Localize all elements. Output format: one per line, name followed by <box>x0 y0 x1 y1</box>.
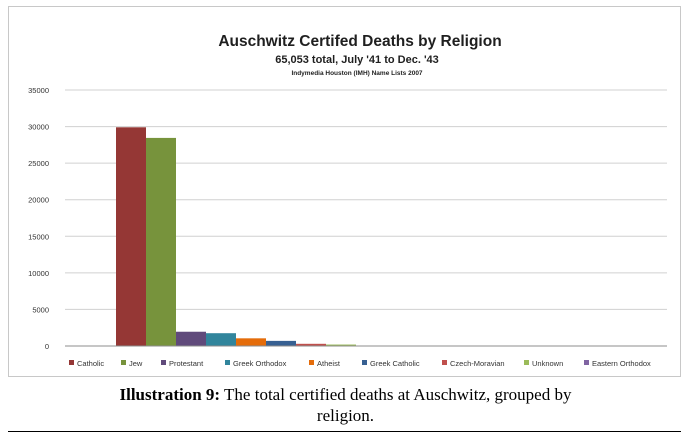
legend: Catholic Jew Protestant Greek Orthodox Athei… <box>69 359 651 368</box>
chart-title: Auschwitz Certifed Deaths by Religion <box>218 33 501 50</box>
legend-swatch <box>442 360 447 365</box>
chart-subtitle: 65,053 total, July '41 to Dec. '43 <box>275 54 439 66</box>
legend-swatch <box>309 360 314 365</box>
y-tick-label: 20000 <box>28 196 49 205</box>
legend-label: Greek Orthodox <box>233 359 287 368</box>
y-tick-label: 25000 <box>28 159 49 168</box>
caption-text-1: The total certified deaths at Auschwitz,… <box>220 385 572 404</box>
chart-frame: Auschwitz Certifed Deaths by Religion 65… <box>8 6 681 377</box>
legend-label: Greek Catholic <box>370 359 420 368</box>
chart-svg: Auschwitz Certifed Deaths by Religion 65… <box>28 33 667 368</box>
legend-label: Eastern Orthodox <box>592 359 651 368</box>
bars <box>116 127 386 346</box>
bar-greek-catholic <box>266 340 296 346</box>
caption-label: Illustration 9: <box>119 385 221 404</box>
caption-rule <box>8 431 681 432</box>
legend-swatch <box>161 360 166 365</box>
y-tick-label: 0 <box>45 342 49 351</box>
caption-line-1: Illustration 9: The total certified deat… <box>0 384 691 405</box>
legend-label: Unknown <box>532 359 563 368</box>
bar-atheist <box>236 338 266 346</box>
legend-swatch <box>584 360 589 365</box>
legend-swatch <box>69 360 74 365</box>
legend-label: Czech-Moravian <box>450 359 505 368</box>
y-tick-label: 30000 <box>28 123 49 132</box>
chart-source: Indymedia Houston (IMH) Name Lists 2007 <box>291 70 422 77</box>
legend-swatch <box>524 360 529 365</box>
y-tick-label: 5000 <box>32 305 49 314</box>
figure-caption: Illustration 9: The total certified deat… <box>0 384 691 426</box>
y-axis-ticks: 0 5000 10000 15000 20000 25000 30000 35000 <box>28 86 49 351</box>
y-tick-label: 15000 <box>28 232 49 241</box>
legend-label: Jew <box>129 359 143 368</box>
y-tick-label: 10000 <box>28 269 49 278</box>
bar-unknown <box>326 344 356 346</box>
bar-czech-moravian <box>296 343 326 346</box>
legend-label: Protestant <box>169 359 204 368</box>
bar-protestant <box>176 331 206 346</box>
bar-greek-orthodox <box>206 333 236 346</box>
legend-swatch <box>121 360 126 365</box>
legend-label: Atheist <box>317 359 341 368</box>
legend-label: Catholic <box>77 359 104 368</box>
bar-catholic <box>116 127 146 346</box>
y-tick-label: 35000 <box>28 86 49 95</box>
legend-swatch <box>225 360 230 365</box>
legend-swatch <box>362 360 367 365</box>
caption-line-2: religion. <box>316 406 375 425</box>
bar-jew <box>146 137 176 346</box>
